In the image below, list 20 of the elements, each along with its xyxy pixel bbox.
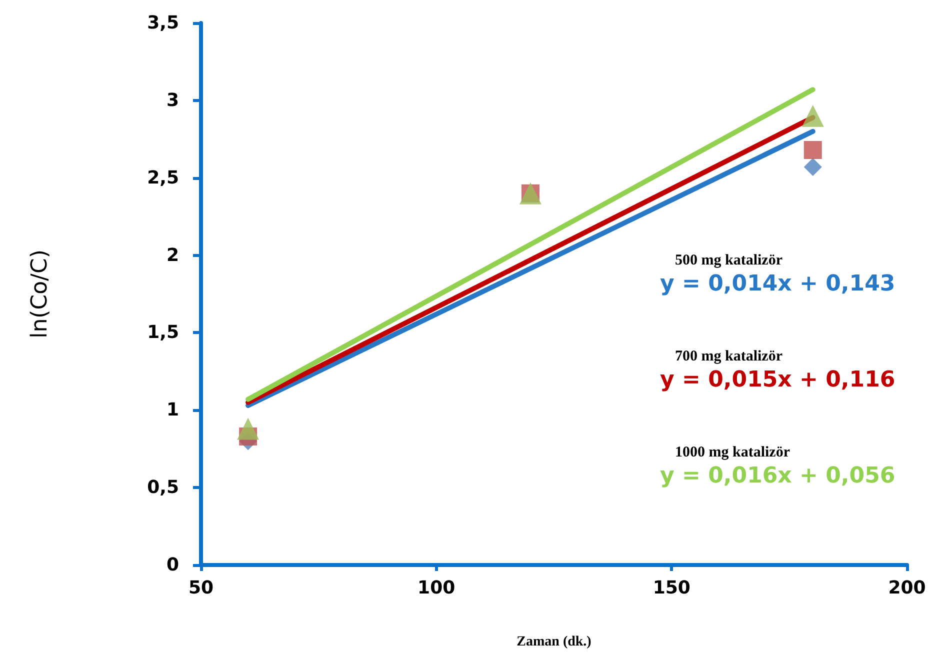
annotation: y = 0,016x + 0,056: [660, 464, 896, 488]
y-tick-label: 0,5: [147, 477, 179, 498]
y-tick-label: 1: [166, 400, 179, 421]
x-tick-label: 200: [888, 578, 926, 598]
y-tick-label: 1,5: [147, 322, 179, 344]
x-tick-label: 50: [188, 578, 214, 598]
y-tick-label: 2,5: [147, 167, 179, 188]
y-tick-label: 3: [166, 90, 179, 111]
x-tick-label: 150: [652, 578, 690, 598]
x-tick-label: 100: [418, 578, 456, 598]
annotation: 500 mg katalizör: [675, 252, 783, 268]
annotation: 1000 mg katalizör: [675, 444, 790, 460]
x-axis-title: Zaman (dk.): [516, 634, 592, 650]
annotation: y = 0,015x + 0,116: [660, 368, 896, 392]
y-axis-title: ln(Co/C): [28, 250, 52, 338]
y-tick-label: 3,5: [147, 12, 179, 34]
y-tick-label: 2: [166, 244, 179, 266]
y-tick-label: 0: [166, 554, 179, 576]
annotation: y = 0,014x + 0,143: [660, 272, 896, 296]
annotation: 700 mg katalizör: [675, 348, 783, 364]
